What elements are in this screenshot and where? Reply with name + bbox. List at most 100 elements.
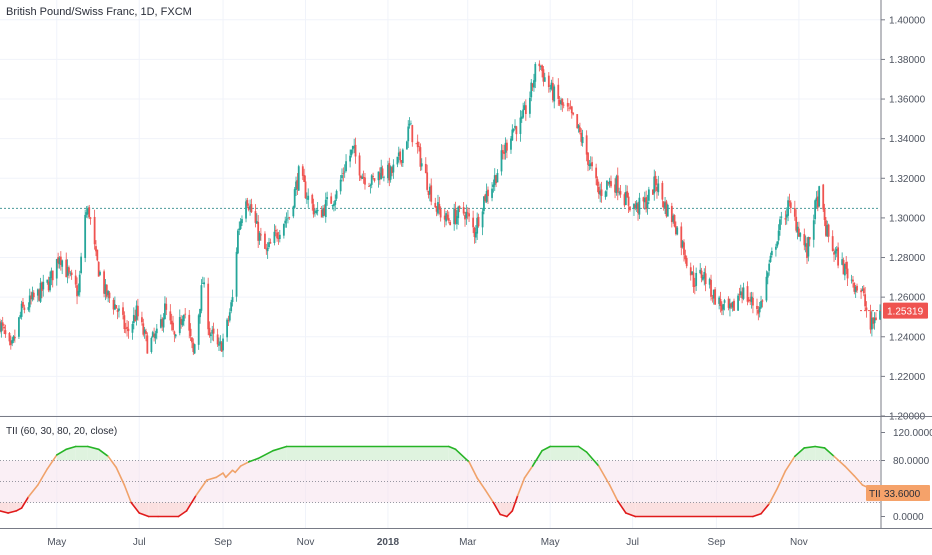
time-axis[interactable]: May Jul Sep Nov 2018 Mar May Jul Sep Nov: [47, 537, 807, 548]
candle-body: [197, 315, 200, 345]
indicator-segment: [752, 512, 762, 518]
candle-body: [588, 164, 591, 166]
indicator-pane[interactable]: TII (60, 30, 80, 20, close): [0, 417, 881, 528]
candle-body: [553, 86, 556, 102]
candle-body: [70, 272, 73, 275]
candle-body: [9, 340, 12, 346]
candle-body: [135, 305, 138, 320]
candle-body: [235, 251, 238, 297]
candle-body: [3, 326, 5, 329]
candle-body: [199, 308, 201, 318]
price-pane[interactable]: British Pound/Swiss Franc, 1D, FXCM: [0, 0, 881, 417]
candle-body: [522, 109, 525, 118]
candle-body: [354, 144, 357, 157]
candle-body: [61, 260, 64, 267]
indicator-fill-up: [286, 446, 449, 461]
candle-body: [528, 97, 531, 114]
candle-body: [134, 315, 137, 322]
candle-body: [293, 189, 296, 208]
indicator-segment: [506, 510, 514, 518]
indicator-segment: [123, 484, 132, 504]
price-tick-label: 1.38000: [889, 55, 926, 66]
candle-body: [775, 246, 777, 250]
candle-body: [326, 197, 329, 200]
candle-body: [331, 205, 334, 206]
indicator-segment: [247, 457, 259, 463]
candle-body: [418, 146, 420, 148]
candle-body: [457, 206, 460, 219]
candle-body: [381, 168, 384, 176]
candle-body: [369, 185, 372, 186]
candle-body: [730, 303, 733, 308]
candle-body: [662, 201, 665, 208]
candle-body: [661, 182, 664, 200]
candle-body: [85, 212, 88, 215]
indicator-segment: [37, 468, 49, 486]
candle-body: [104, 284, 107, 294]
indicator-value-number: 33.6000: [884, 489, 921, 500]
indicator-fill-up: [87, 446, 99, 461]
candle-body: [549, 88, 552, 90]
candle-body: [500, 150, 503, 172]
candle-body: [756, 305, 758, 310]
candle-body: [768, 263, 771, 271]
indicator-axis[interactable]: 120.0000 80.0000 0.0000: [881, 428, 932, 523]
candle-body: [511, 129, 514, 141]
candle-body: [466, 212, 469, 214]
candle-body: [307, 195, 310, 200]
indicator-segment: [468, 461, 478, 479]
candle-body: [455, 216, 458, 225]
candle-body: [543, 77, 546, 82]
candle-body: [391, 167, 393, 174]
candle-body: [55, 259, 58, 279]
candle-body: [854, 287, 857, 292]
candle-body: [303, 175, 306, 182]
candle-body: [20, 303, 23, 317]
candle-body: [80, 256, 83, 273]
candle-body: [241, 219, 243, 223]
candle-body: [218, 344, 220, 346]
candle-body: [265, 248, 268, 250]
candle-body: [191, 337, 193, 343]
candle-body: [673, 215, 676, 227]
candle-body: [597, 186, 600, 194]
candle-body: [172, 322, 174, 331]
candle-body: [683, 242, 685, 255]
candle-body: [693, 285, 696, 287]
candle-body: [815, 197, 818, 202]
candle-body: [757, 309, 760, 314]
indicator-band: [0, 460, 880, 503]
candle-body: [708, 278, 711, 285]
candle-body: [401, 149, 404, 164]
candle-body: [424, 163, 427, 174]
candle-body: [96, 249, 99, 261]
candle-body: [796, 226, 799, 233]
candle-body: [335, 190, 338, 199]
candle-body: [684, 255, 687, 260]
candle-body: [608, 180, 611, 185]
candle-body: [464, 215, 466, 220]
indicator-segment: [87, 445, 100, 451]
indicator-fill-down: [148, 502, 159, 517]
indicator-fill-up: [66, 446, 76, 461]
indicator-segment: [20, 496, 30, 509]
candle-body: [282, 223, 285, 236]
candle-body: [476, 217, 479, 234]
candle-body: [806, 243, 808, 258]
candle-body: [28, 295, 31, 308]
candle-body: [843, 263, 846, 276]
indicator-segment: [844, 465, 856, 477]
price-tick-label: 1.32000: [889, 174, 926, 185]
candle-body: [569, 107, 572, 109]
candle-body: [674, 226, 677, 235]
indicator-segment: [476, 477, 487, 491]
candle-body: [596, 179, 599, 186]
candle-body: [151, 332, 154, 338]
candle-body: [523, 105, 526, 110]
candle-body: [0, 322, 3, 332]
candle-body: [737, 295, 739, 311]
candle-body: [178, 317, 181, 334]
indicator-segment: [768, 487, 779, 505]
